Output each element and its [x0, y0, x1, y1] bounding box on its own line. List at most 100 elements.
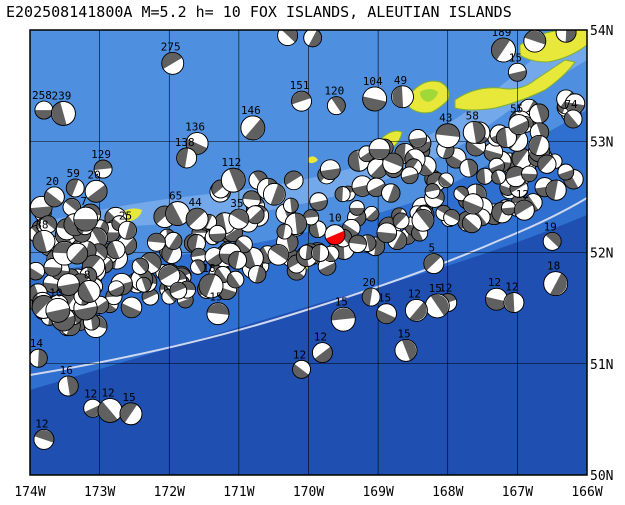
depth-label: 15 — [335, 295, 348, 308]
focal-mechanism — [491, 169, 507, 185]
depth-label: 15 — [509, 51, 522, 64]
depth-label: 15 — [429, 282, 442, 295]
focal-mechanism — [424, 293, 450, 319]
target-depth-label: 10 — [328, 212, 341, 225]
focal-mechanism — [118, 220, 137, 240]
focal-mechanism — [292, 359, 311, 379]
focal-mechanism — [291, 90, 312, 112]
focal-mechanism — [376, 222, 398, 244]
focal-mechanism — [57, 273, 80, 296]
focal-mechanism — [309, 192, 328, 211]
focal-mechanism — [185, 207, 209, 231]
trench-axis-line — [30, 197, 587, 376]
depth-label: 120 — [324, 85, 344, 98]
focal-mechanism — [521, 165, 538, 183]
focal-mechanism — [277, 30, 299, 46]
longitude-tick-label: 172W — [154, 485, 185, 500]
focal-mechanism — [45, 297, 71, 323]
focal-mechanism — [424, 183, 441, 199]
focal-mechanism — [73, 206, 99, 232]
longitude-tick-label: 170W — [293, 485, 324, 500]
focal-mechanism — [135, 276, 152, 293]
focal-mechanism — [77, 280, 101, 303]
depth-label: 8 — [84, 268, 91, 281]
longitude-tick-label: 168W — [432, 485, 463, 500]
focal-mechanism — [298, 244, 315, 261]
depth-label: 43 — [439, 112, 452, 125]
focal-mechanism — [57, 375, 79, 397]
focal-mechanism — [435, 123, 461, 149]
focal-mechanism — [161, 51, 185, 75]
focal-mechanism — [106, 240, 126, 260]
depth-label: 112 — [221, 156, 241, 169]
depth-label: 18 — [202, 262, 215, 275]
focal-mechanism — [555, 30, 577, 43]
depth-label: 25 — [119, 209, 132, 222]
focal-mechanism — [381, 183, 401, 203]
focal-mechanism — [51, 101, 76, 126]
focal-mechanism — [349, 200, 365, 216]
focal-mechanism — [508, 114, 530, 135]
depth-label: 16 — [60, 364, 73, 377]
focal-mechanism — [462, 120, 486, 144]
focal-mechanism — [382, 152, 404, 175]
focal-mechanism — [242, 190, 261, 209]
island-unalaska-high — [420, 89, 438, 102]
focal-mechanism — [392, 212, 410, 230]
depth-label: 12 — [314, 331, 327, 344]
focal-mechanism — [461, 213, 482, 234]
focal-mechanism — [405, 298, 428, 322]
depth-label: 258 — [32, 89, 52, 102]
focal-mechanism — [362, 86, 388, 112]
focal-mechanism — [491, 37, 516, 63]
focal-mechanism — [507, 62, 527, 82]
depth-label: 15 — [378, 292, 391, 305]
focal-mechanism — [283, 197, 299, 214]
focal-mechanism — [248, 265, 267, 284]
latitude-ticks: 54N 53N 52N 51N 50N — [590, 24, 613, 484]
depth-label: 275 — [161, 40, 181, 53]
focal-mechanism — [303, 209, 320, 226]
focal-mechanism — [443, 209, 461, 226]
focal-mechanism — [366, 177, 386, 198]
focal-mechanism — [411, 209, 435, 232]
focal-mechanism — [513, 199, 535, 221]
depth-label: 12 — [488, 276, 501, 289]
focal-mechanism — [311, 244, 329, 262]
focal-mechanism — [108, 280, 125, 297]
longitude-tick-label: 171W — [223, 485, 254, 500]
latitude-tick-label: 53N — [590, 135, 613, 150]
depth-label: 65 — [169, 190, 182, 203]
depth-label: 12 — [505, 281, 518, 294]
depth-label: 19 — [544, 220, 557, 233]
focal-mechanism — [119, 402, 143, 426]
focal-mechanism — [376, 303, 397, 325]
depth-label: 18 — [547, 260, 560, 273]
depth-label: 15 — [526, 18, 539, 31]
focal-mechanism — [528, 103, 550, 124]
focal-mechanism — [523, 30, 547, 53]
focal-mechanism — [543, 271, 569, 297]
focal-mechanism — [208, 225, 227, 243]
focal-mechanism — [220, 167, 246, 193]
longitude-tick-label: 166W — [571, 485, 602, 500]
focal-mechanism — [330, 306, 356, 332]
focal-mechanism — [363, 205, 380, 222]
focal-mechanism — [462, 193, 484, 215]
focal-mechanism — [408, 129, 428, 148]
depth-label: 7 — [80, 195, 87, 208]
focal-mechanism — [198, 273, 224, 299]
longitude-tick-label: 174W — [14, 485, 45, 500]
target-event: 10 — [324, 212, 346, 246]
focal-mechanism — [187, 234, 206, 253]
map-frame — [29, 29, 588, 476]
depth-label: 151 — [290, 79, 310, 92]
focal-mechanism — [537, 154, 557, 174]
depth-label: 189 — [492, 26, 512, 39]
depth-label: 20 — [363, 276, 376, 289]
focal-mechanism — [501, 200, 517, 216]
focal-mechanism — [263, 182, 286, 206]
depth-label: 12 — [516, 188, 529, 201]
